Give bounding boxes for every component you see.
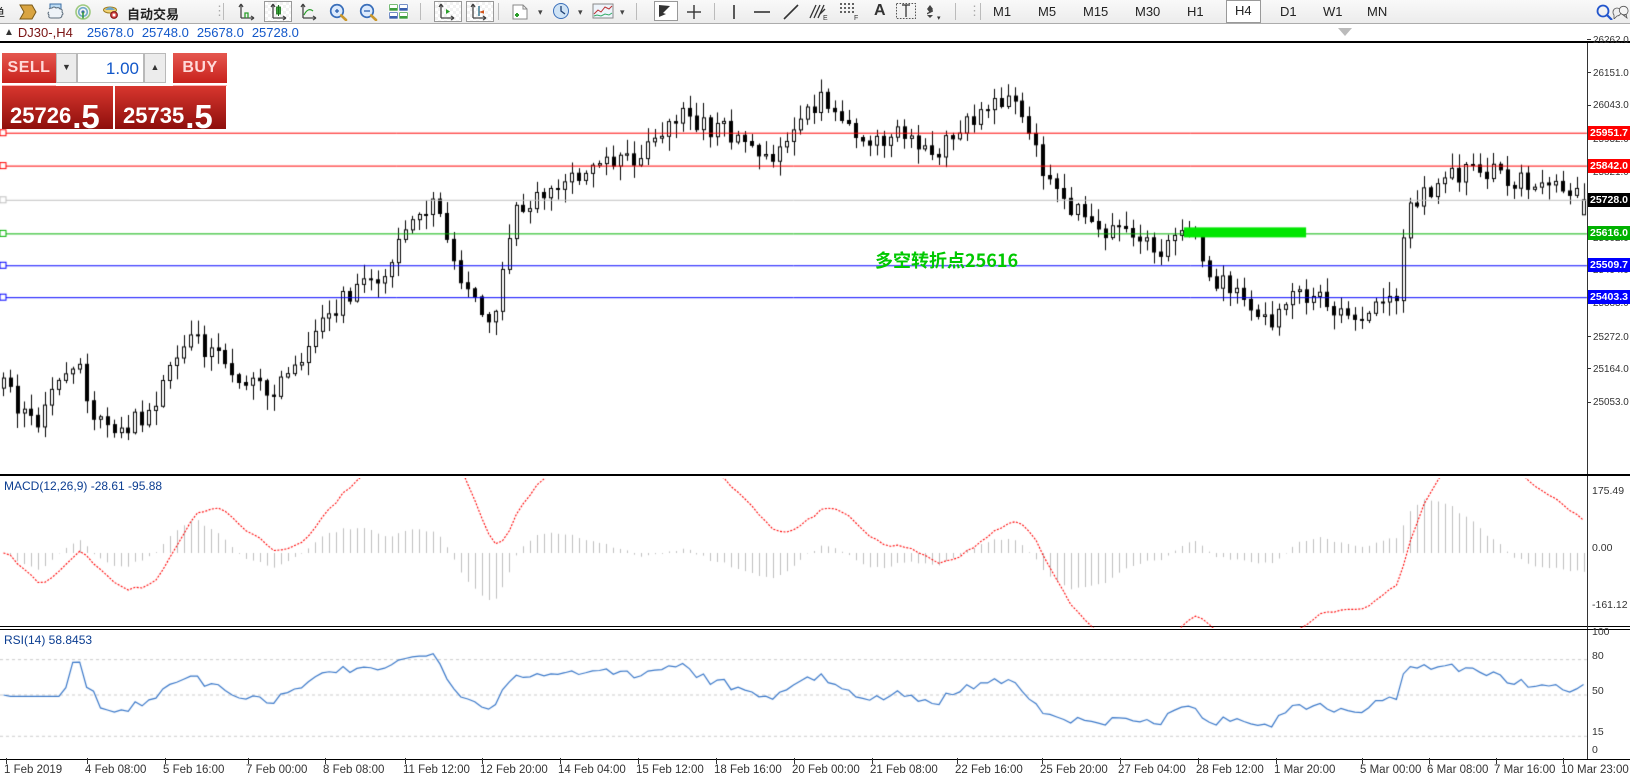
svg-text:E: E — [823, 15, 828, 21]
svg-text:▾: ▾ — [937, 15, 941, 21]
svg-text:F: F — [854, 15, 858, 21]
